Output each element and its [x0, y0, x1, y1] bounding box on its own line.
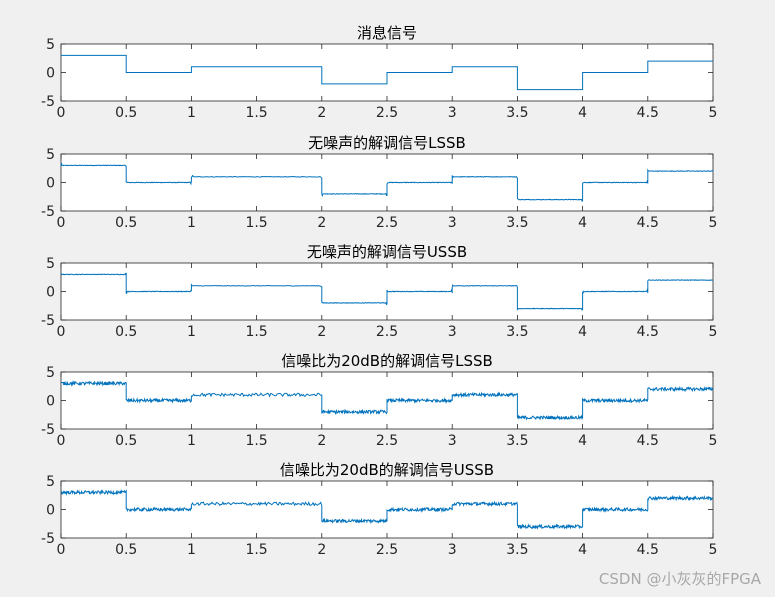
y-tick-label: 0 — [46, 66, 55, 82]
x-tick-label: 2.5 — [376, 433, 398, 449]
x-tick-label: 0.5 — [115, 324, 137, 340]
x-tick-label: 2 — [317, 324, 326, 340]
chart-title: 信噪比为20dB的解调信号LSSB — [281, 352, 493, 370]
x-tick-label: 2 — [317, 215, 326, 231]
chart-title: 消息信号 — [357, 24, 417, 42]
x-tick-label: 3 — [448, 542, 457, 558]
x-tick-label: 4.5 — [637, 542, 659, 558]
y-tick-label: 5 — [46, 365, 55, 381]
x-tick-label: 4.5 — [637, 215, 659, 231]
x-tick-label: 5 — [709, 215, 718, 231]
x-tick-label: 1 — [187, 105, 196, 121]
x-tick-label: 3.5 — [506, 215, 528, 231]
series-line — [60, 489, 714, 530]
y-tick-label: 0 — [46, 503, 55, 519]
x-tick-label: 3.5 — [506, 542, 528, 558]
y-tick-label: 5 — [46, 147, 55, 163]
y-tick-label: 5 — [46, 474, 55, 490]
x-tick-label: 3.5 — [506, 324, 528, 340]
chart-title: 无噪声的解调信号LSSB — [308, 134, 466, 152]
y-tick-label: -5 — [41, 531, 55, 547]
x-tick-label: 1 — [187, 215, 196, 231]
x-tick-label: 3 — [448, 215, 457, 231]
x-tick-label: 2.5 — [376, 542, 398, 558]
x-tick-label: 1.5 — [245, 324, 267, 340]
x-tick-label: 2.5 — [376, 215, 398, 231]
y-tick-label: -5 — [41, 313, 55, 329]
x-tick-label: 1 — [187, 542, 196, 558]
x-tick-label: 1.5 — [245, 215, 267, 231]
x-tick-label: 4.5 — [637, 324, 659, 340]
y-tick-label: 0 — [46, 394, 55, 410]
x-tick-label: 1.5 — [245, 105, 267, 121]
x-tick-label: 0 — [57, 542, 66, 558]
y-tick-label: 5 — [46, 256, 55, 272]
x-tick-label: 4 — [578, 542, 587, 558]
x-tick-label: 0 — [57, 105, 66, 121]
x-tick-label: 5 — [709, 433, 718, 449]
chart-title: 信噪比为20dB的解调信号USSB — [280, 461, 494, 479]
x-tick-label: 1.5 — [245, 433, 267, 449]
y-tick-label: -5 — [41, 204, 55, 220]
y-tick-label: -5 — [41, 94, 55, 110]
x-tick-label: 5 — [709, 105, 718, 121]
x-tick-label: 2 — [317, 105, 326, 121]
series-line — [60, 161, 714, 203]
x-tick-label: 1 — [187, 324, 196, 340]
x-tick-label: 4 — [578, 433, 587, 449]
y-tick-label: 0 — [46, 285, 55, 301]
x-tick-label: 2.5 — [376, 105, 398, 121]
x-tick-label: 4 — [578, 215, 587, 231]
x-tick-label: 0.5 — [115, 105, 137, 121]
x-tick-label: 0.5 — [115, 542, 137, 558]
x-tick-label: 2 — [317, 433, 326, 449]
x-tick-label: 3 — [448, 324, 457, 340]
y-tick-label: 5 — [46, 37, 55, 53]
subplot-5: 信噪比为20dB的解调信号USSB 0 0.5 1 1.5 2 2.5 3 3.5 4 4.5 5 -5… — [41, 461, 717, 558]
series-line — [61, 54, 713, 91]
chart-title: 无噪声的解调信号USSB — [307, 243, 467, 261]
subplot-4: 信噪比为20dB的解调信号LSSB 0 0.5 1 1.5 2 2.5 3 3.5 4 4.5 5 -5… — [41, 352, 717, 449]
x-tick-label: 1.5 — [245, 542, 267, 558]
x-tick-label: 0 — [57, 433, 66, 449]
x-tick-label: 0 — [57, 324, 66, 340]
x-tick-label: 4.5 — [637, 433, 659, 449]
x-tick-label: 5 — [709, 542, 718, 558]
x-tick-label: 0 — [57, 215, 66, 231]
watermark: CSDN @小灰灰的FPGA — [598, 570, 761, 588]
x-tick-label: 0.5 — [115, 215, 137, 231]
x-tick-label: 3 — [448, 433, 457, 449]
x-tick-label: 1 — [187, 433, 196, 449]
x-tick-label: 4 — [578, 105, 587, 121]
x-tick-label: 3 — [448, 105, 457, 121]
x-tick-label: 3.5 — [506, 105, 528, 121]
x-tick-label: 5 — [709, 324, 718, 340]
x-tick-label: 3.5 — [506, 433, 528, 449]
y-tick-label: 0 — [46, 176, 55, 192]
x-tick-label: 0.5 — [115, 433, 137, 449]
y-tick-label: -5 — [41, 422, 55, 438]
x-tick-label: 4 — [578, 324, 587, 340]
x-tick-label: 2 — [317, 542, 326, 558]
x-tick-label: 2.5 — [376, 324, 398, 340]
series-line — [60, 272, 714, 312]
series-line — [61, 379, 714, 421]
x-tick-label: 4.5 — [637, 105, 659, 121]
